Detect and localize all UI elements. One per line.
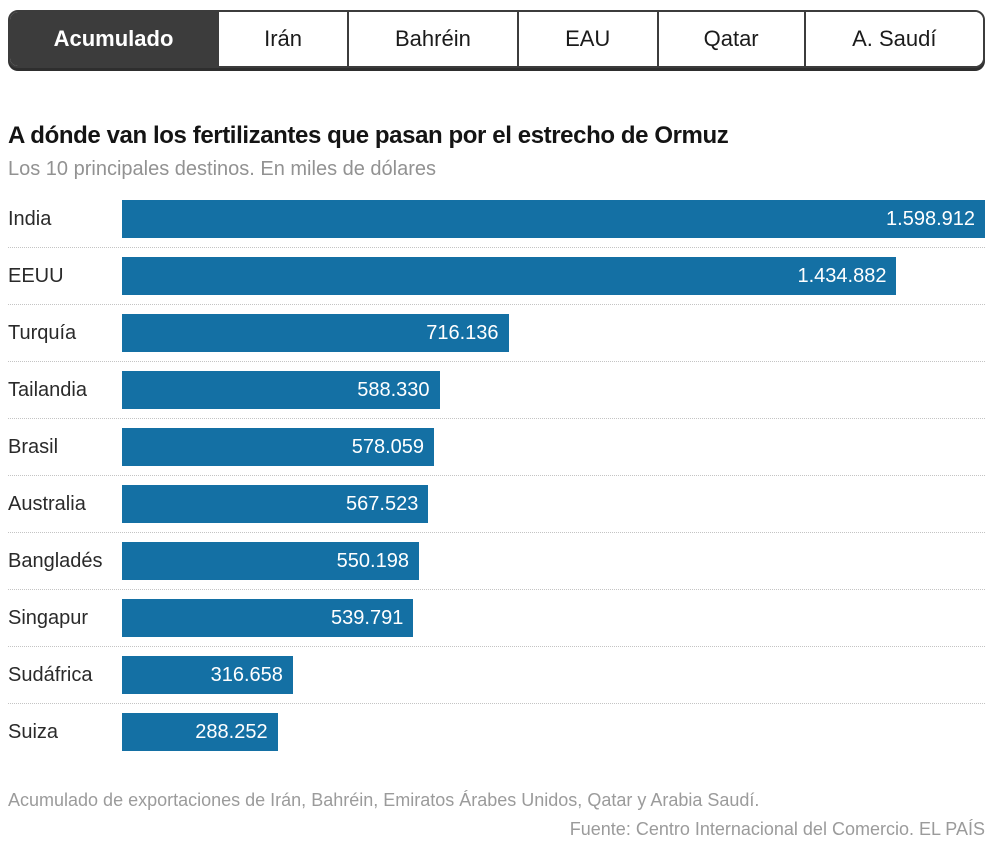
chart-row: Tailandia 588.330 <box>8 362 985 419</box>
tab-bar: Acumulado Irán Bahréin EAU Qatar A. Saudí <box>8 10 985 68</box>
bar-track: 1.434.882 <box>122 257 985 295</box>
value-label: 539.791 <box>331 606 404 629</box>
bar-track: 288.252 <box>122 713 985 751</box>
chart-row: Brasil 578.059 <box>8 419 985 476</box>
value-label: 1.598.912 <box>886 207 975 230</box>
category-label: Bangladés <box>8 549 103 572</box>
value-label: 716.136 <box>426 321 499 344</box>
chart-row: EEUU 1.434.882 <box>8 248 985 305</box>
bar-track: 539.791 <box>122 599 985 637</box>
tab-qatar[interactable]: Qatar <box>656 12 804 66</box>
chart-row: Australia 567.523 <box>8 476 985 533</box>
value-label: 578.059 <box>351 435 424 458</box>
bar: 316.658 <box>122 656 293 694</box>
value-label: 316.658 <box>210 663 283 686</box>
bar: 1.434.882 <box>122 257 897 295</box>
bar: 567.523 <box>122 485 429 523</box>
bar-track: 1.598.912 <box>122 200 985 238</box>
chart-title: A dónde van los fertilizantes que pasan … <box>8 122 729 149</box>
bar-track: 567.523 <box>122 485 985 523</box>
value-label: 1.434.882 <box>797 264 887 287</box>
tab-eau[interactable]: EAU <box>516 12 657 66</box>
bar: 1.598.912 <box>122 200 985 238</box>
chart-footer: Acumulado de exportaciones de Irán, Bahr… <box>8 790 985 840</box>
category-label: India <box>8 207 52 230</box>
category-label: EEUU <box>8 264 64 287</box>
tab-acumulado[interactable]: Acumulado <box>10 12 217 66</box>
chart-row: Bangladés 550.198 <box>8 533 985 590</box>
tab-bahrein[interactable]: Bahréin <box>347 12 517 66</box>
value-label: 588.330 <box>357 378 430 401</box>
chart-row: India 1.598.912 <box>8 191 985 248</box>
value-label: 288.252 <box>195 720 268 743</box>
value-label: 550.198 <box>336 549 409 572</box>
category-label: Sudáfrica <box>8 663 93 686</box>
bar-track: 588.330 <box>122 371 985 409</box>
bar: 716.136 <box>122 314 509 352</box>
bar-track: 578.059 <box>122 428 985 466</box>
tab-a-saudi[interactable]: A. Saudí <box>803 12 983 66</box>
footnote: Acumulado de exportaciones de Irán, Bahr… <box>8 790 760 810</box>
category-label: Brasil <box>8 435 59 458</box>
chart-subtitle: Los 10 principales destinos. En miles de… <box>8 158 437 180</box>
source-credit: Fuente: Centro Internacional del Comerci… <box>569 819 985 839</box>
bar: 288.252 <box>122 713 278 751</box>
category-label: Australia <box>8 492 86 515</box>
category-label: Singapur <box>8 606 89 629</box>
bar-track: 316.658 <box>122 656 985 694</box>
category-label: Tailandia <box>8 378 87 401</box>
tab-iran[interactable]: Irán <box>216 12 348 66</box>
bar: 578.059 <box>122 428 434 466</box>
bar: 550.198 <box>122 542 419 580</box>
bar: 588.330 <box>122 371 440 409</box>
chart-row: Suiza 288.252 <box>8 704 985 760</box>
bar-chart: India 1.598.912 EEUU 1.434.882 Turquía 716.13… <box>8 191 985 760</box>
value-label: 567.523 <box>346 492 419 515</box>
chart-row: Sudáfrica 316.658 <box>8 647 985 704</box>
bar: 539.791 <box>122 599 414 637</box>
bar-track: 716.136 <box>122 314 985 352</box>
category-label: Turquía <box>8 321 77 344</box>
category-label: Suiza <box>8 720 59 743</box>
bar-track: 550.198 <box>122 542 985 580</box>
chart-row: Singapur 539.791 <box>8 590 985 647</box>
chart-row: Turquía 716.136 <box>8 305 985 362</box>
